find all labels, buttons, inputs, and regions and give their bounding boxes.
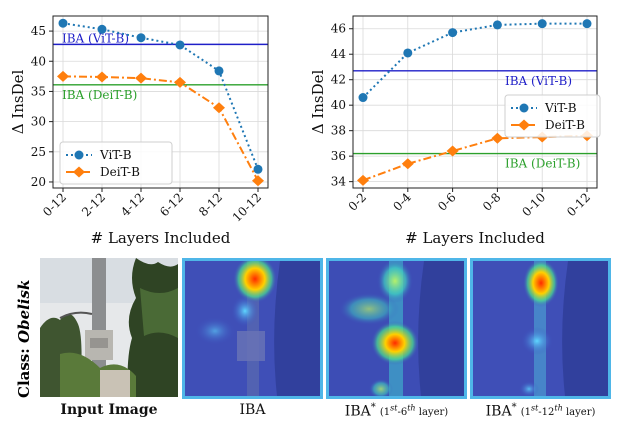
data-point: [448, 28, 458, 38]
x-tick-label: 0-8: [480, 190, 504, 214]
legend-marker: [519, 103, 529, 113]
x-tick-label: 0-12: [40, 190, 69, 219]
y-tick-label: 35: [31, 84, 46, 98]
caption-iba: IBA: [239, 402, 266, 418]
legend-marker: [73, 166, 85, 178]
data-point: [97, 24, 107, 34]
legend-marker: [518, 119, 530, 131]
class-label: Class: Obelisk: [14, 272, 34, 398]
reference-line-label: IBA (DeiT-B): [505, 157, 580, 171]
heatmap-iba-star-6: [326, 258, 467, 399]
reference-line-label: IBA (ViT-B): [62, 31, 129, 45]
axes-frame: [52, 15, 269, 189]
legend-label: ViT-B: [99, 148, 132, 162]
legend-box: [59, 141, 173, 185]
y-axis-label: Δ InsDel: [312, 70, 327, 135]
legend-label: DeiT-B: [100, 165, 140, 179]
data-point: [213, 102, 225, 114]
y-tick-label: 38: [331, 124, 346, 138]
y-tick-label: 46: [331, 22, 346, 36]
data-point: [446, 145, 459, 157]
legend: ViT-B DeiT-B: [59, 141, 173, 185]
caption-input-image: Input Image: [60, 402, 158, 418]
data-point: [253, 164, 263, 174]
class-label-prefix: Class: [15, 354, 33, 398]
x-tick-label: 0-12: [564, 190, 593, 219]
x-tick-label: 2-12: [79, 190, 108, 219]
x-tick-label: 0-2: [346, 190, 370, 214]
y-axis-label: Δ InsDel: [9, 70, 27, 135]
data-point: [135, 72, 147, 84]
data-point: [537, 19, 547, 29]
data-point: [401, 158, 414, 170]
y-tick-label: 20: [31, 175, 46, 189]
x-axis-label: # Layers Included: [405, 229, 545, 247]
data-point: [491, 132, 504, 144]
data-point: [582, 19, 592, 29]
data-point: [252, 175, 264, 187]
caption-iba-star-12: IBA* (1st-12th layer): [485, 402, 596, 420]
svg-text:Class: Obelisk: Class: Obelisk: [15, 280, 33, 398]
legend-label: DeiT-B: [545, 118, 585, 132]
data-point: [57, 70, 69, 82]
y-tick-label: 44: [331, 47, 347, 61]
legend-marker: [74, 150, 84, 160]
heatmap-iba-star-12: [470, 258, 611, 399]
legend: ViT-B DeiT-B: [504, 94, 601, 138]
caption-iba-star-6: IBA* (1st-6th layer): [344, 402, 449, 420]
y-tick-label: 45: [31, 24, 46, 38]
data-point: [58, 18, 68, 28]
series-line: [62, 75, 259, 182]
data-point: [136, 33, 146, 43]
y-tick-label: 42: [331, 73, 346, 87]
x-tick-label: 0-4: [390, 190, 414, 214]
y-tick-label: 40: [31, 54, 46, 68]
x-tick-label: 4-12: [118, 190, 147, 219]
data-point: [96, 71, 108, 83]
data-point: [214, 66, 224, 76]
right-chart-panel: IBA (ViT-B) IBA (DeiT-B) 34 36 38 40 42 44 46 0-2…: [309, 0, 624, 252]
right-chart: IBA (ViT-B) IBA (DeiT-B) 34 36 38 40 42 44 46 0-2…: [309, 15, 601, 247]
plot-area: IBA (ViT-B) IBA (DeiT-B) 34 36 38 40 42 44 46 0-2…: [309, 15, 601, 247]
input-image: [40, 258, 178, 397]
data-point: [403, 48, 413, 58]
reference-line-label: IBA (DeiT-B): [62, 88, 137, 102]
x-tick-label: 6-12: [157, 190, 186, 219]
data-point: [492, 20, 502, 30]
legend-box: [504, 94, 601, 138]
data-point: [174, 76, 186, 88]
y-tick-label: 30: [31, 115, 46, 129]
y-tick-label: 36: [331, 149, 346, 163]
data-point: [175, 40, 185, 50]
y-tick-label: 25: [31, 145, 46, 159]
data-point: [358, 93, 368, 103]
plot-area: IBA (ViT-B) IBA (DeiT-B) 20 25 30 35 40 45 0-12 2…: [9, 15, 269, 247]
x-tick-label: 0-10: [519, 190, 548, 219]
series-line: [362, 22, 587, 99]
x-axis-label: # Layers Included: [91, 229, 231, 247]
data-point: [357, 174, 369, 186]
x-tick-label: 0-6: [435, 190, 459, 214]
x-tick-label: 8-12: [196, 190, 225, 219]
class-label-separator: :: [15, 343, 33, 354]
left-chart: IBA (ViT-B) IBA (DeiT-B) 20 25 30 35 40 45 0-12 2…: [9, 15, 269, 247]
y-tick-label: 40: [331, 98, 346, 112]
legend-label: ViT-B: [544, 101, 577, 115]
left-chart-panel: IBA (ViT-B) IBA (DeiT-B) 20 25 30 35 40 45 0-12 2…: [0, 0, 312, 252]
reference-line-label: IBA (ViT-B): [505, 74, 572, 88]
heatmap-iba: [182, 258, 323, 399]
y-tick-label: 34: [331, 175, 347, 189]
x-tick-label: 10-12: [230, 190, 264, 224]
class-label-name: Obelisk: [15, 280, 33, 343]
